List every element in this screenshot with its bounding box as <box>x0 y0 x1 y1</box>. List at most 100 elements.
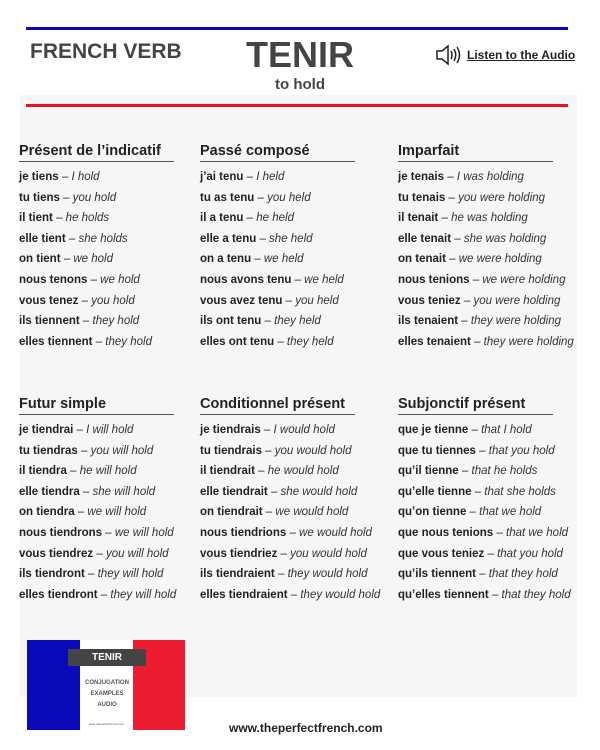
speaker-icon <box>436 44 461 66</box>
english-translation: you held <box>267 191 311 204</box>
conjugated-form: il tient <box>19 212 53 225</box>
conjugation-row: tu tiendras – you will hold <box>19 444 154 457</box>
english-translation: that you hold <box>497 547 563 560</box>
english-translation: you will hold <box>105 547 169 560</box>
tense-title: Passé composé <box>200 143 355 162</box>
english-translation: we will hold <box>87 506 147 519</box>
english-translation: he was holding <box>451 212 528 225</box>
conjugation-row: tu tenais – you were holding <box>398 191 546 204</box>
conjugation-row: vous tiendrez – you will hold <box>19 547 169 560</box>
english-translation: we were holding <box>458 253 542 266</box>
english-translation: they were holding <box>470 315 562 328</box>
listen-audio-link[interactable]: Listen to the Audio <box>467 48 576 62</box>
tense-title: Futur simple <box>19 396 174 415</box>
website-link[interactable]: www.theperfectfrench.com <box>229 721 383 735</box>
conjugation-row: elles tiendraient – they would hold <box>200 588 381 601</box>
english-translation: I will hold <box>86 424 134 436</box>
english-translation: we held <box>263 253 304 266</box>
tense-block: Passé composé j’ai tenu – I held tu as ten… <box>200 143 390 352</box>
conjugated-form: elles ont tenu <box>200 335 275 348</box>
conjugated-form: que je tienne <box>398 424 469 436</box>
english-translation: he held <box>256 212 294 225</box>
conjugated-form: on tiendrait <box>200 506 263 519</box>
conjugated-form: elles tiendront <box>19 588 98 601</box>
english-translation: we would hold <box>299 526 372 539</box>
conjugated-form: il tiendrait <box>200 465 255 478</box>
english-translation: they hold <box>92 315 140 328</box>
english-translation: she will hold <box>92 485 156 498</box>
conjugation-row: ils tiennent – they hold <box>19 315 140 328</box>
conjugation-row: elle tenait – she was holding <box>398 232 547 245</box>
tense-title: Imparfait <box>398 143 553 162</box>
tense-title: Présent de l’indicatif <box>19 143 174 162</box>
conjugation-row: il tenait – he was holding <box>398 212 528 225</box>
conjugation-row: nous tenons – we hold <box>19 273 140 286</box>
english-translation: he holds <box>65 212 110 225</box>
english-translation: they would hold <box>287 568 368 581</box>
english-translation: that we hold <box>479 506 542 519</box>
conjugated-form: que vous teniez <box>398 547 485 560</box>
conjugation-row: nous tiendrons – we will hold <box>19 526 174 539</box>
conjugation-row: vous avez tenu – you held <box>200 294 339 307</box>
conjugation-row: qu’il tienne – that he holds <box>398 465 538 478</box>
conjugation-row: on tenait – we were holding <box>398 253 542 266</box>
conjugation-row: je tiendrai – I will hold <box>19 424 134 436</box>
conjugation-row: j’ai tenu – I held <box>200 171 285 183</box>
verb-title: TENIR <box>246 34 354 75</box>
conjugated-form: ils tenaient <box>398 315 459 328</box>
english-translation: they held <box>286 335 334 348</box>
conjugation-row: je tiens – I hold <box>19 171 100 183</box>
logo-line: CONJUGATION <box>85 680 129 686</box>
conjugation-row: que vous teniez – that you hold <box>398 547 563 560</box>
conjugation-row: que nous tenions – that we hold <box>398 526 569 539</box>
english-translation: he will hold <box>79 465 137 478</box>
english-translation: that you hold <box>488 444 555 457</box>
conjugated-form: tu as tenu <box>200 191 255 204</box>
english-translation: that she holds <box>484 485 556 498</box>
conjugated-form: elle a tenu <box>200 232 257 245</box>
english-translation: that he holds <box>471 465 538 478</box>
conjugation-row: nous tiendrions – we would hold <box>200 526 372 539</box>
english-translation: you would hold <box>290 547 367 560</box>
conjugation-row: elle tiendrait – she would hold <box>200 485 358 498</box>
conjugated-form: ils tiennent <box>19 315 80 328</box>
red-divider <box>26 104 568 107</box>
conjugated-form: j’ai tenu <box>200 171 244 183</box>
logo-url: www.theperfectfrench.com <box>88 722 125 726</box>
conjugation-row: je tenais – I was holding <box>398 171 524 183</box>
conjugation-row: vous tiendriez – you would hold <box>200 547 367 560</box>
conjugated-form: nous tenions <box>398 273 470 286</box>
conjugated-form: qu’on tienne <box>398 506 467 519</box>
english-translation: you would hold <box>274 444 352 457</box>
conjugated-form: elles tiendraient <box>200 588 288 601</box>
english-translation: we were holding <box>482 273 566 286</box>
conjugation-row: ils ont tenu – they held <box>200 315 321 328</box>
conjugated-form: on tient <box>19 253 61 266</box>
conjugation-row: tu tiens – you hold <box>19 191 117 204</box>
tense-title: Subjonctif présent <box>398 396 553 415</box>
tense-block: Subjonctif présent que je tienne – that I… <box>398 396 588 605</box>
english-translation: they would hold <box>300 588 381 601</box>
conjugated-form: que tu tiennes <box>398 444 476 457</box>
english-translation: that they hold <box>501 588 571 601</box>
conjugated-form: tu tiendras <box>19 444 78 457</box>
conjugated-form: qu’ils tiennent <box>398 568 476 581</box>
conjugation-row: qu’ils tiennent – that they hold <box>398 568 558 581</box>
conjugated-form: tu tiendrais <box>200 444 262 457</box>
conjugated-form: nous avons tenu <box>200 273 292 286</box>
english-translation: we would hold <box>275 506 349 519</box>
english-translation: that we hold <box>506 526 569 539</box>
conjugation-row: elles ont tenu – they held <box>200 335 334 348</box>
english-translation: we hold <box>100 273 140 286</box>
conjugation-row: on tiendrait – we would hold <box>200 506 349 519</box>
english-translation: they will hold <box>97 568 164 581</box>
conjugated-form: je tiendrai <box>19 424 74 436</box>
english-translation: he would hold <box>267 465 339 478</box>
logo-verb: TENIR <box>68 649 146 666</box>
english-translation: I would hold <box>273 424 335 436</box>
audio-link-group[interactable]: Listen to the Audio <box>435 44 575 66</box>
conjugation-row: vous teniez – you were holding <box>398 294 561 307</box>
english-translation: they were holding <box>483 335 574 348</box>
conjugated-form: tu tenais <box>398 191 446 204</box>
tense-block: Imparfait je tenais – I was holding tu ten… <box>398 143 588 352</box>
